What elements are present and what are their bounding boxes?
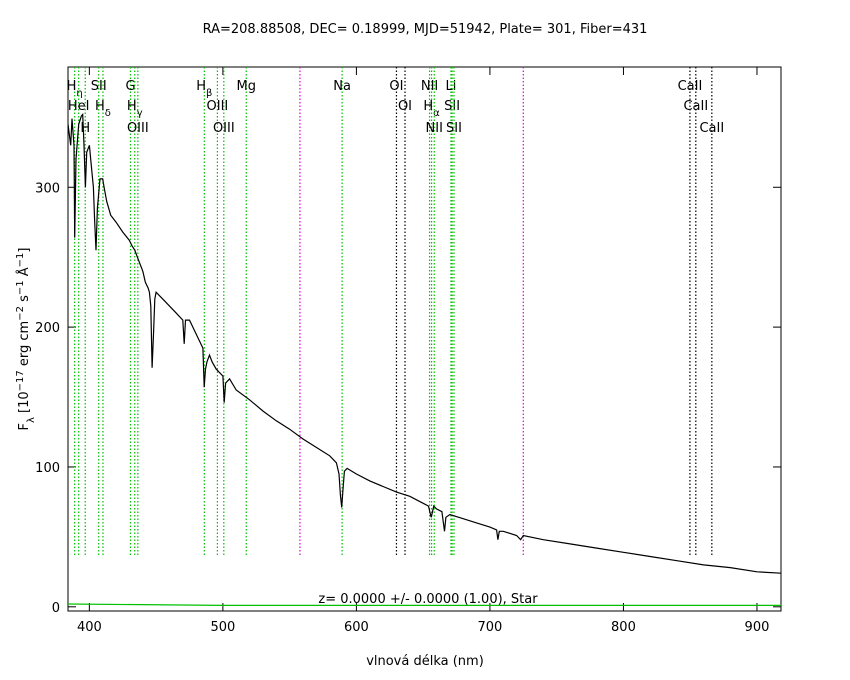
line-label-text: SII xyxy=(444,99,460,114)
line-label-text: H xyxy=(95,99,105,114)
line-label-text: CaII xyxy=(683,99,708,114)
line-label-text: Li xyxy=(446,79,457,94)
y-axis-label-part: erg cm xyxy=(17,321,32,370)
spectrum-line xyxy=(68,113,781,574)
line-label-text: CaII xyxy=(678,79,703,94)
y-axis-label-part: [10 xyxy=(17,391,32,417)
annotation: z= 0.0000 +/- 0.0000 (1.00), Star xyxy=(318,592,538,607)
line-label: CaII xyxy=(678,79,703,94)
line-label: OIII xyxy=(127,121,149,136)
line-label-text: CaII xyxy=(699,121,724,136)
y-axis-label-part: −2 xyxy=(15,306,26,321)
line-label-text: NII xyxy=(426,121,443,136)
line-label-sub: δ xyxy=(105,108,111,119)
line-label: Hα xyxy=(423,99,440,119)
chart-title: RA=208.88508, DEC= 0.18999, MJD=51942, P… xyxy=(203,22,648,37)
line-label: OIII xyxy=(213,121,235,136)
line-label-text: Na xyxy=(333,79,351,94)
line-label-text: OIII xyxy=(207,99,229,114)
y-tick-label: 0 xyxy=(52,601,60,616)
x-tick-label: 700 xyxy=(478,620,503,635)
line-label-text: HeI xyxy=(68,99,90,114)
line-label: OI xyxy=(389,79,403,94)
line-label-text: OIII xyxy=(213,121,235,136)
line-label-text: OIII xyxy=(127,121,149,136)
x-axis-label: vlnová délka (nm) xyxy=(366,654,484,669)
line-label-text: OI xyxy=(389,79,403,94)
line-label: CaII xyxy=(683,99,708,114)
x-tick-label: 600 xyxy=(344,620,369,635)
spectrum-line xyxy=(68,603,781,606)
line-label-text: H xyxy=(127,99,137,114)
line-label-sub: β xyxy=(206,88,212,99)
y-axis-label-part: ] xyxy=(17,248,32,253)
x-tick-label: 400 xyxy=(77,620,102,635)
x-tick-label: 800 xyxy=(611,620,636,635)
line-label-text: OI xyxy=(398,99,412,114)
line-label: SII xyxy=(444,99,460,114)
y-tick-label: 100 xyxy=(35,461,60,476)
line-label: Hη xyxy=(67,79,83,99)
line-label: Na xyxy=(333,79,351,94)
x-tick-label: 500 xyxy=(210,620,235,635)
y-axis-label-part: λ xyxy=(26,417,37,423)
line-label: CaII xyxy=(699,121,724,136)
line-label: OIII xyxy=(207,99,229,114)
line-label: SII xyxy=(91,79,107,94)
y-axis-label-part: Å xyxy=(16,267,32,280)
line-label-sub: α xyxy=(433,108,440,119)
line-label: Hβ xyxy=(196,79,212,99)
line-label-text: SII xyxy=(446,121,462,136)
y-axis-label: Fλ [10−17 erg cm−2 s−1 Å−1] xyxy=(15,248,37,431)
plot-frame xyxy=(67,66,782,612)
y-axis-label-part: −17 xyxy=(15,370,26,391)
line-label-text: G xyxy=(125,79,135,94)
y-axis-label-part: −1 xyxy=(15,280,26,295)
line-label: NII xyxy=(421,79,438,94)
line-label-sub: η xyxy=(76,88,82,99)
line-label-text: H xyxy=(80,121,90,136)
y-axis-label-part: F xyxy=(17,423,32,430)
line-label-text: SII xyxy=(91,79,107,94)
line-label: NII xyxy=(426,121,443,136)
line-label-text: H xyxy=(423,99,433,114)
line-label: Mg xyxy=(237,79,256,94)
line-label-text: NII xyxy=(421,79,438,94)
line-label: Hδ xyxy=(95,99,111,119)
x-tick-label: 900 xyxy=(745,620,770,635)
line-label-text: H xyxy=(196,79,206,94)
line-label: OI xyxy=(398,99,412,114)
line-label: Hγ xyxy=(127,99,143,119)
y-tick-label: 300 xyxy=(35,181,60,196)
y-axis-label-part: −1 xyxy=(15,253,26,268)
line-label-text: Mg xyxy=(237,79,256,94)
line-label: G xyxy=(125,79,135,94)
line-label: H xyxy=(80,121,90,136)
line-label: HeI xyxy=(68,99,90,114)
y-axis-label-part: s xyxy=(17,295,32,306)
line-label-text: H xyxy=(67,79,77,94)
line-label: SII xyxy=(446,121,462,136)
y-tick-label: 200 xyxy=(35,321,60,336)
line-label: Li xyxy=(446,79,457,94)
line-label-sub: γ xyxy=(137,108,143,119)
